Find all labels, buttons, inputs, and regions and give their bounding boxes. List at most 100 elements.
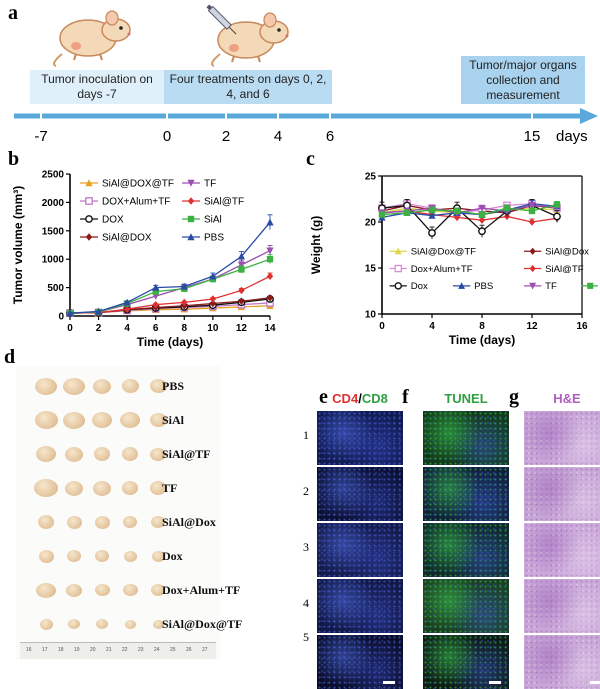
- tumor-sample: [94, 584, 110, 596]
- ruler-number: 22: [122, 647, 128, 653]
- data-point: [553, 201, 561, 208]
- series-line: [381, 202, 558, 219]
- legend-label: SiAl@TF: [204, 197, 244, 208]
- row-number-2: 2: [303, 484, 309, 498]
- legend-marker: [458, 282, 466, 289]
- tumor-sample: [122, 447, 138, 461]
- row-number-5: 5: [303, 630, 309, 644]
- scale-bar: [590, 681, 600, 684]
- legend-label: SiAl@TF: [545, 264, 584, 275]
- x-tick-label: 14: [264, 323, 276, 334]
- legend-entry-1: SiAl@Dox: [524, 247, 589, 258]
- y-tick-label: 0: [58, 312, 64, 323]
- tumor-group-label: SiAl@Dox@TF: [162, 617, 243, 631]
- data-point: [478, 211, 486, 218]
- legend-label: PBS: [204, 233, 224, 244]
- data-point: [66, 309, 74, 317]
- micrograph-tile: [524, 579, 600, 633]
- x-tick-label: 0: [379, 321, 385, 332]
- legend-entry-4: TF: [182, 179, 216, 190]
- legend-label: Dox+Alum+TF: [411, 264, 473, 275]
- legend-entry-7: SiAl: [581, 282, 598, 289]
- legend-marker: [187, 233, 195, 241]
- panel-label-a: a: [8, 2, 18, 24]
- legend-marker: [529, 247, 536, 255]
- y-axis-label: Tumor volume (mm³): [11, 186, 25, 304]
- data-point: [428, 229, 436, 237]
- series-line: [69, 221, 271, 314]
- micrograph-tile: [423, 523, 509, 577]
- tumor-sample: [65, 480, 83, 496]
- micrograph-tile: [423, 579, 509, 633]
- ruler-number: 26: [186, 647, 192, 653]
- legend-entry-5: PBS: [452, 281, 493, 292]
- series-line: [381, 204, 558, 214]
- x-tick-label: 4: [124, 323, 130, 334]
- data-point: [209, 272, 217, 280]
- legend-marker: [529, 282, 537, 290]
- data-point: [428, 206, 436, 214]
- micrograph-tile: [423, 467, 509, 521]
- tumor-sample: [122, 584, 138, 596]
- ruler-number: 24: [154, 647, 160, 653]
- legend-label: PBS: [474, 281, 493, 292]
- panel-label-f: f: [402, 386, 409, 408]
- tumor-sample: [120, 412, 140, 428]
- data-point: [238, 266, 245, 273]
- tumor-group-label: Dox: [162, 549, 183, 563]
- data-point: [238, 297, 245, 305]
- x-tick-label: 12: [236, 323, 248, 334]
- legend-label: TF: [545, 281, 557, 292]
- micrograph-tile: [317, 579, 403, 633]
- mouse-injection-illustration: [206, 4, 289, 67]
- tumor-sample: [65, 446, 83, 462]
- legend-label: Dox: [411, 281, 428, 292]
- title-cd4-cd8: CD4/CD8: [317, 391, 403, 406]
- tumor-sample: [68, 619, 80, 629]
- ruler-number: 19: [74, 647, 80, 653]
- tumor-sample: [67, 550, 81, 562]
- title-cd4: CD4: [332, 391, 359, 406]
- tumor-group-label: SiAl: [162, 413, 185, 427]
- legend-label: DOX: [102, 215, 124, 226]
- data-point: [478, 227, 486, 236]
- x-tick-label: 8: [479, 321, 485, 332]
- legend-label: SiAl@Dox@TF: [411, 247, 476, 258]
- tumor-sample: [151, 584, 165, 596]
- data-point: [209, 295, 217, 303]
- y-tick-label: 1000: [42, 255, 65, 266]
- legend-label: SiAl@DOX: [102, 233, 152, 244]
- micrograph-tile: [423, 411, 509, 465]
- tumor-sample: [152, 619, 164, 629]
- row-number-4: 4: [303, 596, 309, 610]
- tumor-sample: [151, 550, 165, 562]
- tumor-sample: [151, 516, 165, 528]
- tumor-sample: [92, 412, 112, 428]
- ruler-number: 16: [26, 647, 32, 653]
- ruler-number: 17: [42, 647, 48, 653]
- tumor-sample: [150, 481, 166, 495]
- y-axis-label: Weight (g): [309, 216, 323, 274]
- data-point: [181, 298, 188, 307]
- data-point: [123, 298, 131, 306]
- data-point: [237, 261, 246, 269]
- row-number-1: 1: [303, 428, 309, 442]
- data-point: [123, 305, 131, 313]
- panel-label-g: g: [509, 386, 519, 408]
- data-point: [152, 300, 159, 309]
- data-point: [237, 252, 246, 260]
- legend-marker: [187, 215, 195, 223]
- timeline-tick-0: 0: [162, 128, 172, 145]
- data-point: [428, 211, 436, 219]
- tumor-sample: [66, 583, 82, 597]
- series-7: [378, 201, 561, 218]
- timeline-tick-6: 6: [325, 128, 335, 145]
- tumor-sample: [94, 447, 110, 461]
- micrograph-tile: [317, 523, 403, 577]
- data-point: [266, 272, 274, 280]
- tumor-sample: [149, 413, 167, 427]
- panel-label-c: c: [306, 148, 315, 170]
- tumor-group-label: PBS: [162, 379, 185, 393]
- tumor-sample: [123, 516, 137, 528]
- micrograph-tile: [524, 635, 600, 689]
